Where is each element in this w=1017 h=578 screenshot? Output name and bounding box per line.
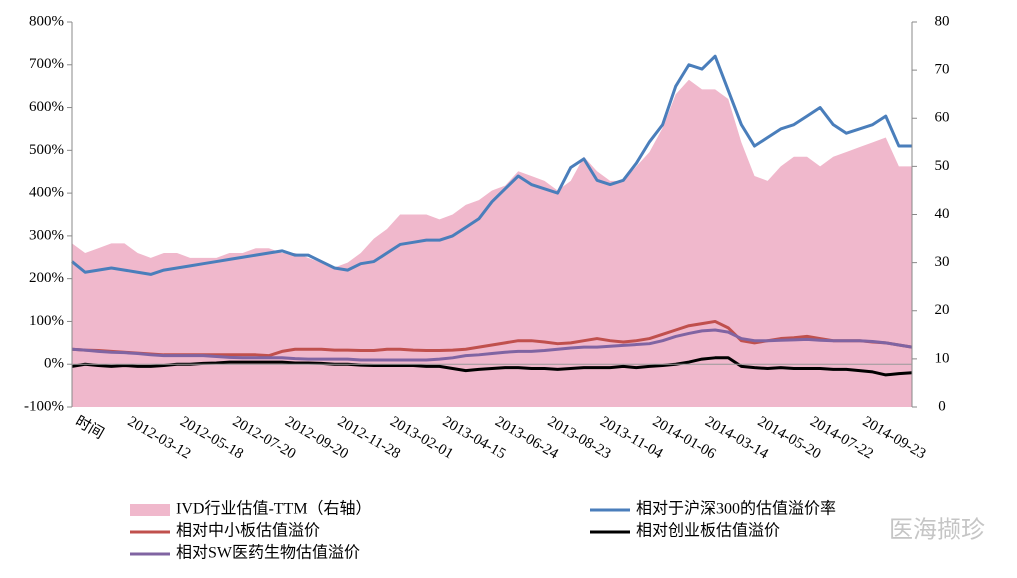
y-tick-label: 200%: [29, 270, 64, 286]
y2-tick-label: 70: [935, 62, 950, 78]
y2-tick-label: 30: [935, 254, 950, 270]
y-tick-label: 500%: [29, 142, 64, 158]
y2-tick-label: 0: [938, 398, 946, 414]
y2-tick-label: 80: [935, 13, 950, 29]
legend-label: 相对SW医药生物估值溢价: [176, 544, 360, 562]
y-tick-label: 300%: [29, 227, 64, 243]
legend-label: 相对中小板估值溢价: [176, 522, 320, 540]
y-tick-label: 400%: [29, 185, 64, 201]
legend-label: 相对于沪深300的估值溢价率: [636, 500, 836, 518]
y-tick-label: 800%: [29, 13, 64, 29]
y2-tick-label: 20: [935, 302, 950, 318]
line-series: [71, 54, 912, 276]
y2-tick-label: 10: [935, 350, 950, 366]
legend-label: 相对创业板估值溢价: [636, 522, 780, 540]
y-tick-label: 100%: [29, 313, 64, 329]
area-series: [72, 79, 912, 407]
line-series: [71, 328, 913, 362]
y-tick-label: 700%: [29, 56, 64, 72]
y-tick-label: -100%: [24, 398, 64, 414]
x-tick-label: 时间: [72, 413, 106, 443]
line-series: [71, 356, 913, 377]
legend-swatch: [130, 504, 170, 516]
legend-label: IVD行业估值-TTM（右轴）: [176, 500, 372, 518]
y2-tick-label: 50: [935, 158, 950, 174]
y2-tick-label: 60: [935, 110, 950, 126]
y2-tick-label: 40: [935, 206, 950, 222]
y-tick-label: 600%: [29, 99, 64, 115]
y-tick-label: 0%: [44, 356, 64, 372]
watermark: 医海撷珍: [889, 517, 985, 544]
